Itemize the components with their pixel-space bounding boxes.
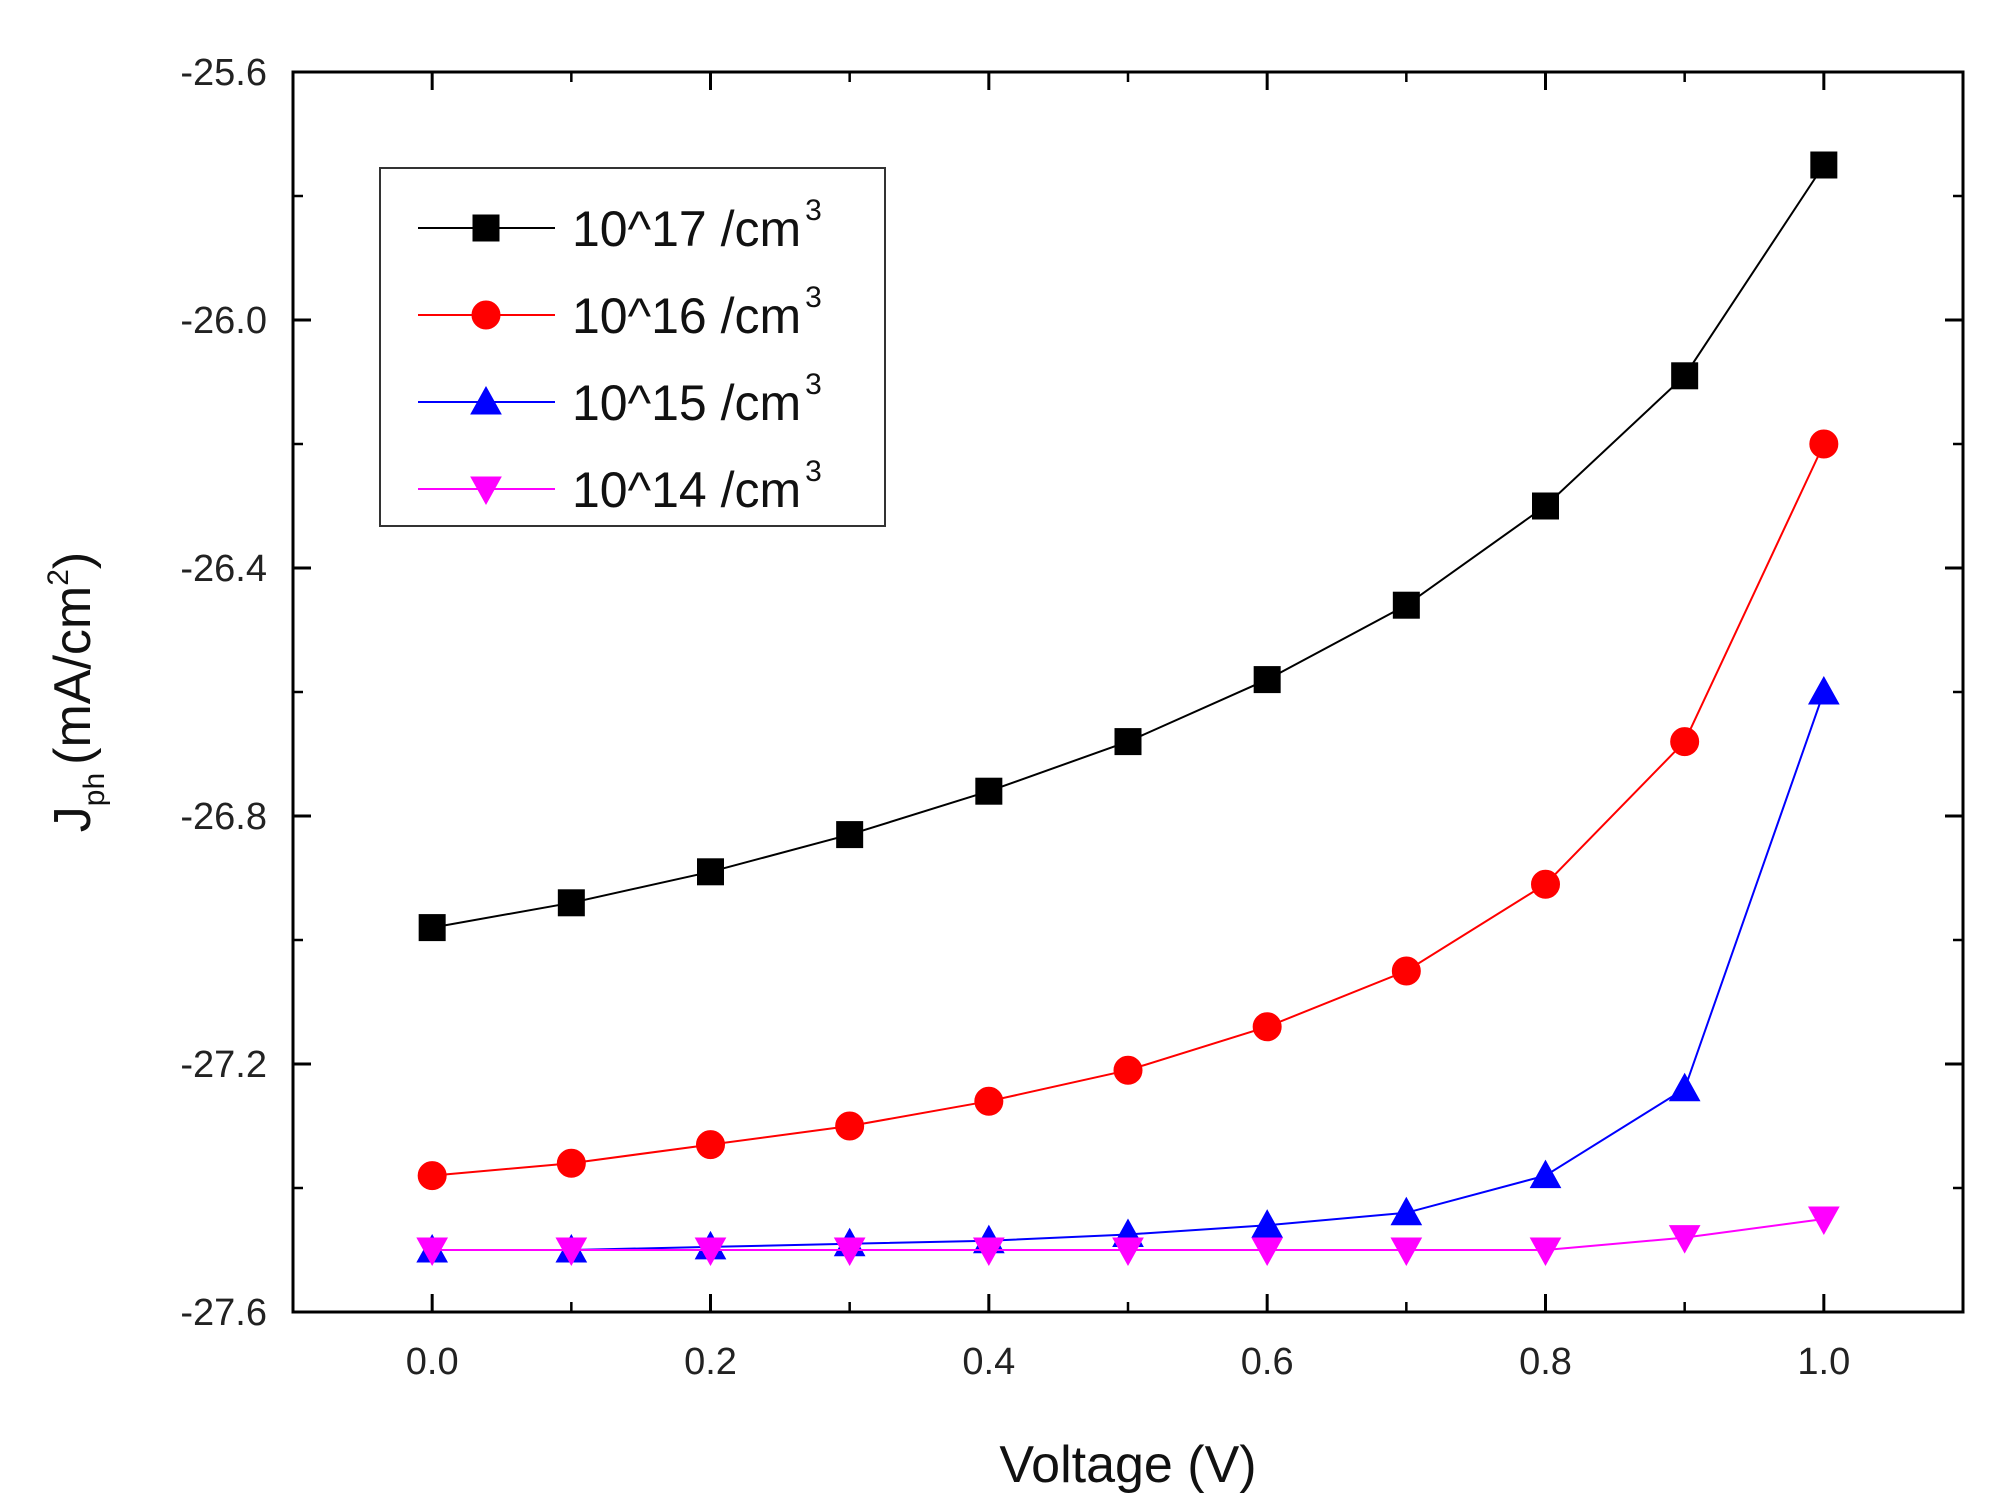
data-point: [1670, 727, 1700, 757]
data-point: [694, 1237, 727, 1267]
series-layer: [416, 151, 1840, 1267]
data-point: [833, 1237, 866, 1267]
data-point: [1807, 1206, 1840, 1236]
legend-swatch-marker: [471, 300, 501, 330]
x-tick-label: 0.6: [1241, 1341, 1294, 1383]
data-point: [1529, 1237, 1562, 1267]
data-point: [697, 858, 724, 886]
x-tick-label: 0.8: [1519, 1341, 1572, 1383]
data-point: [1251, 1237, 1284, 1267]
legend-label: 10^15 /cm 3: [572, 368, 822, 431]
data-point: [1390, 1237, 1423, 1267]
data-point: [557, 889, 585, 917]
data-point: [696, 1130, 725, 1160]
legend-label: 10^16 /cm 3: [572, 281, 822, 344]
data-point: [418, 914, 446, 942]
data-point: [1668, 1072, 1701, 1102]
x-tick-label: 0.0: [406, 1341, 459, 1383]
y-tick-label: -26.8: [180, 796, 267, 838]
axis-ticks: 0.0 0.2 0.4 0.6 0.8 1.0 -27.6 -27.2 -26.8 -26.4 -2…: [180, 52, 1965, 1383]
data-point: [1671, 362, 1699, 390]
y-tick-label: -25.6: [180, 52, 267, 94]
x-tick-label: 0.4: [962, 1341, 1015, 1383]
data-point: [836, 821, 864, 849]
data-point: [417, 1161, 447, 1191]
data-point: [1114, 728, 1142, 756]
y-tick-label: -26.0: [180, 300, 267, 342]
x-tick-label: 0.2: [684, 1341, 737, 1383]
x-axis-title: Voltage (V): [999, 1436, 1256, 1494]
data-point: [975, 777, 1003, 805]
data-point: [1529, 1159, 1562, 1189]
legend-swatch-marker: [470, 385, 502, 415]
data-point: [556, 1148, 586, 1178]
data-point: [1113, 1055, 1143, 1085]
legend-label: 10^17 /cm 3: [572, 194, 822, 257]
data-point: [1809, 429, 1839, 459]
y-tick-label: -26.4: [180, 548, 267, 590]
data-point: [1251, 1209, 1284, 1238]
data-point: [1807, 675, 1840, 705]
series-line: [432, 691, 1825, 1251]
x-tick-label: 1.0: [1797, 1341, 1850, 1383]
legend-item: 10^17 /cm 3: [418, 194, 822, 257]
data-point: [1668, 1225, 1701, 1254]
legend-item: 10^16 /cm 3: [418, 281, 822, 344]
series-0: [418, 151, 1838, 942]
legend-label: 10^14 /cm 3: [572, 455, 822, 518]
data-point: [1391, 956, 1421, 986]
data-point: [1112, 1237, 1144, 1267]
data-point: [835, 1111, 865, 1141]
data-point: [1532, 492, 1559, 520]
data-point: [1392, 591, 1420, 619]
data-point: [1390, 1196, 1423, 1226]
series-2: [416, 675, 1840, 1263]
series-1: [417, 429, 1839, 1191]
y-axis-title: Jph(mA/cm2): [42, 552, 111, 832]
legend: 10^17 /cm 3 10^16 /cm 3 10^15 /cm 3 10^14 /cm 3: [379, 167, 886, 527]
legend-swatch-marker: [470, 476, 502, 506]
legend-item: 10^14 /cm 3: [418, 455, 822, 518]
y-tick-label: -27.2: [180, 1044, 267, 1086]
data-point: [555, 1237, 588, 1267]
data-point: [1531, 869, 1560, 899]
data-point: [1253, 666, 1281, 694]
data-point: [1810, 151, 1838, 179]
data-point: [974, 1086, 1004, 1116]
data-point: [972, 1237, 1005, 1267]
data-point: [1252, 1012, 1282, 1042]
y-tick-label: -27.6: [180, 1292, 267, 1334]
legend-item: 10^15 /cm 3: [418, 368, 822, 431]
data-point: [416, 1237, 449, 1267]
legend-swatch-marker: [472, 214, 500, 242]
series-3: [416, 1206, 1840, 1267]
